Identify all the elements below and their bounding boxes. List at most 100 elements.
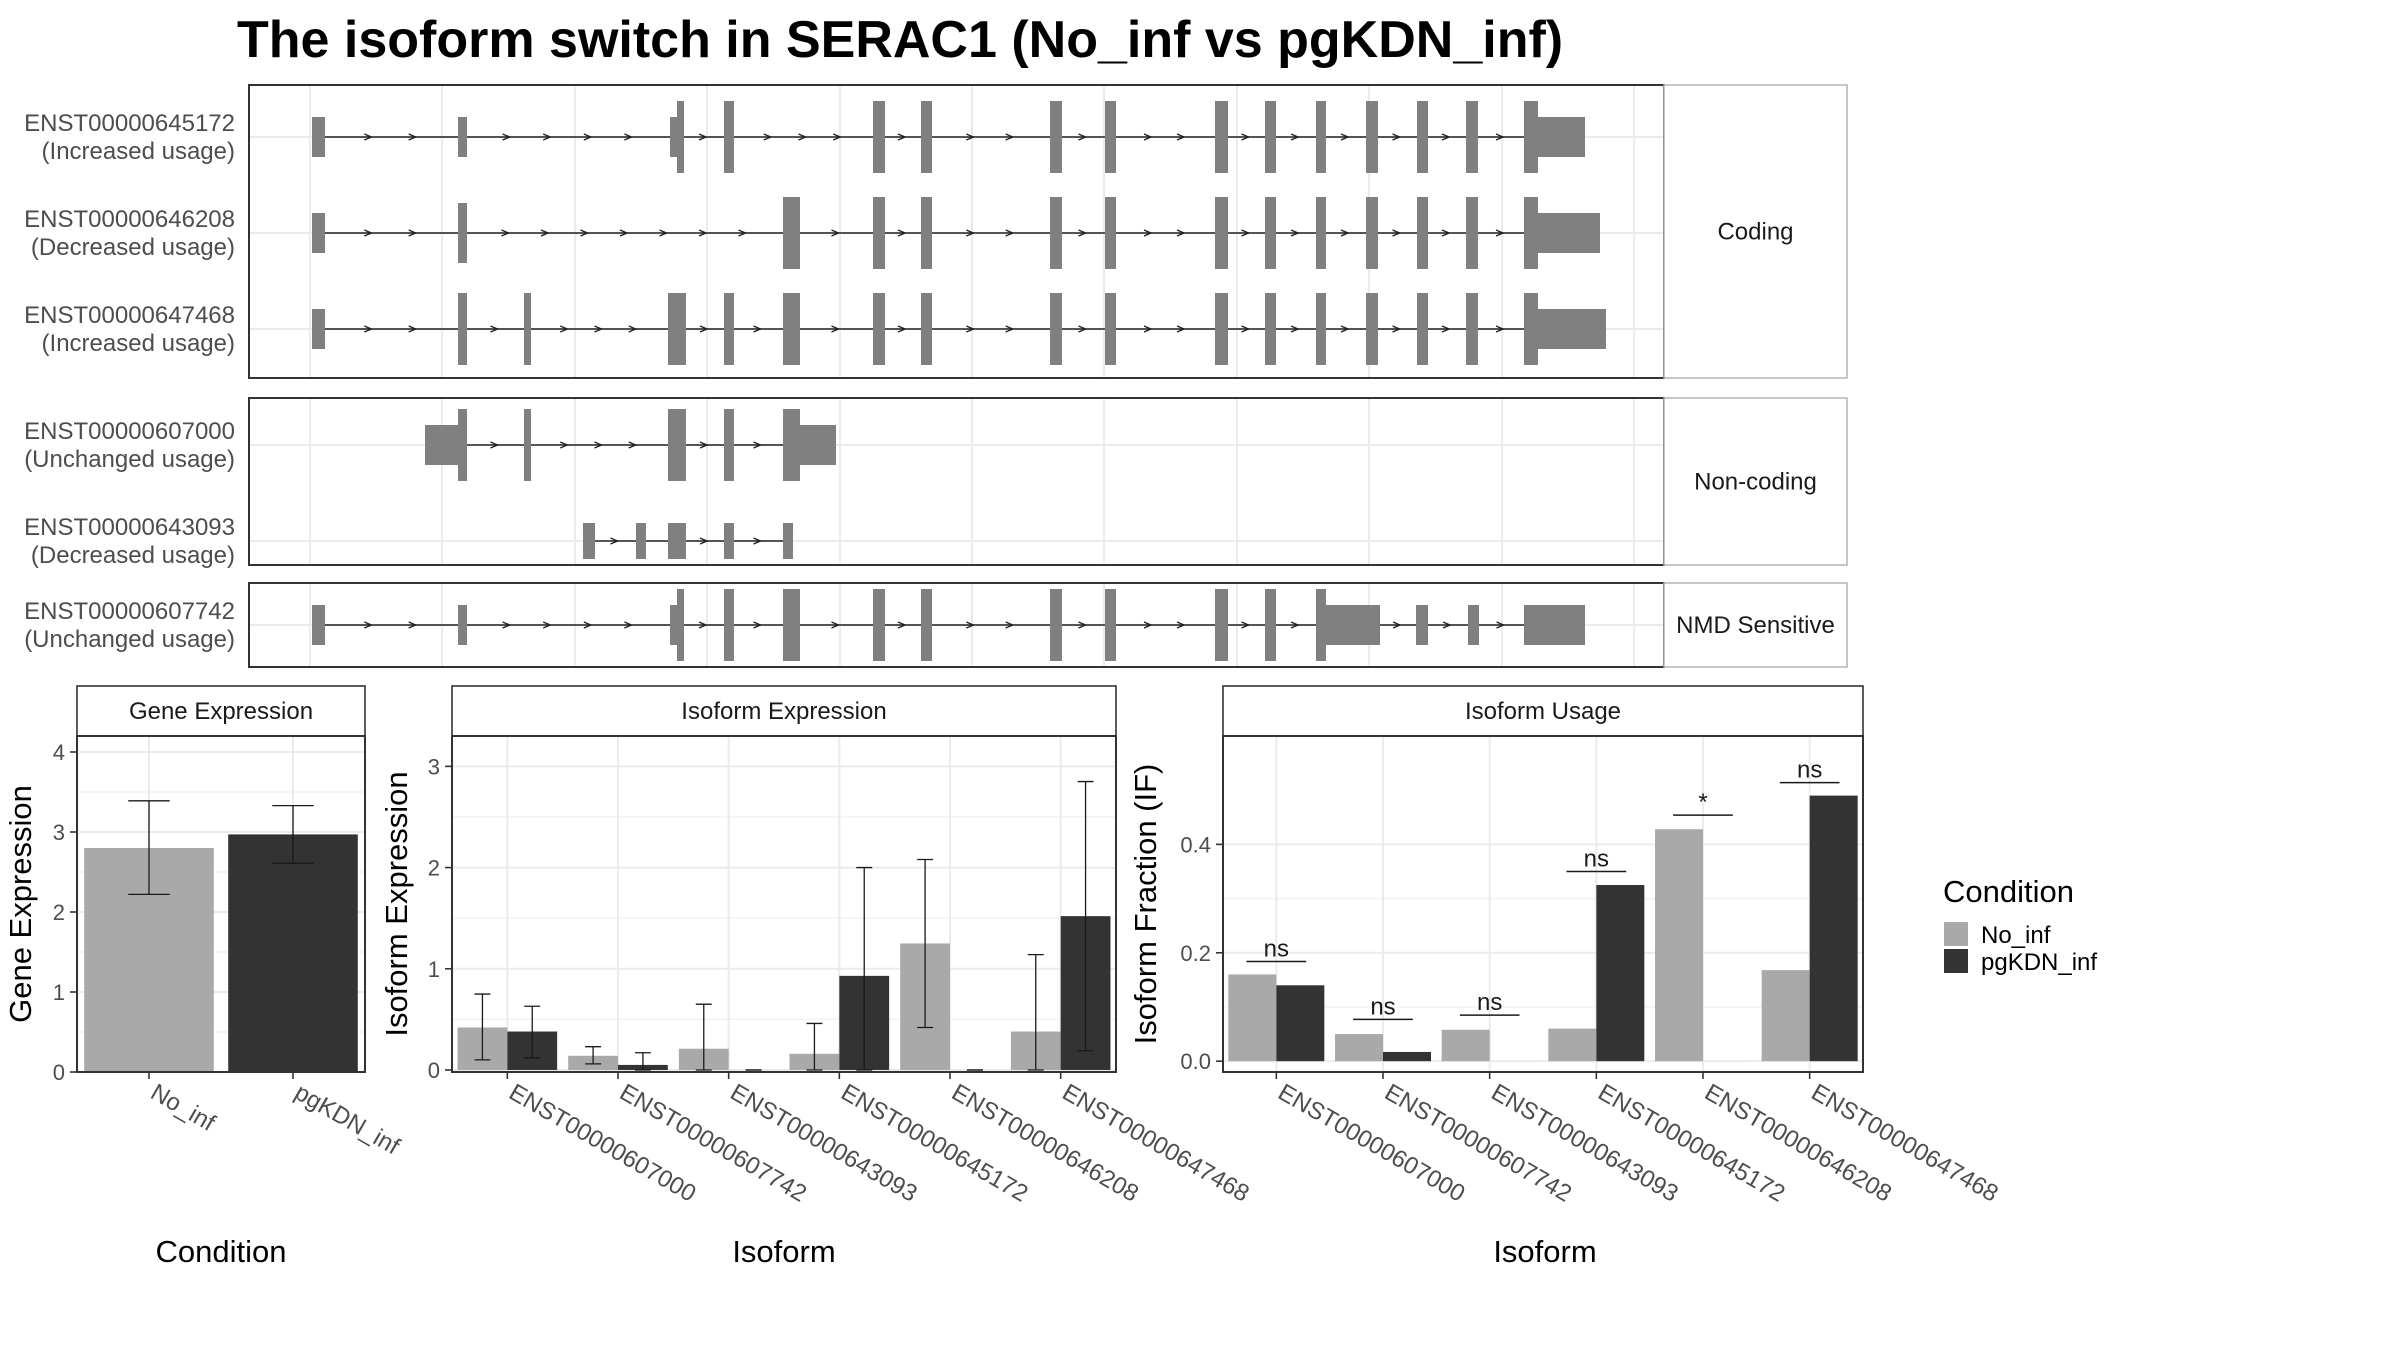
direction-arrow bbox=[1441, 229, 1451, 237]
exon-block bbox=[783, 523, 793, 559]
direction-arrow bbox=[1290, 133, 1300, 141]
structure-group-coding: ENST00000645172(Increased usage)ENST0000… bbox=[24, 84, 1848, 379]
exon-block bbox=[524, 293, 531, 365]
exon-block bbox=[921, 293, 932, 365]
direction-arrow bbox=[1176, 325, 1186, 333]
direction-arrow bbox=[1143, 621, 1153, 629]
exon-block bbox=[1366, 293, 1378, 365]
panel-strip-label: Isoform Expression bbox=[681, 698, 886, 725]
direction-arrow bbox=[364, 229, 374, 237]
y-axis-title: Isoform Expression bbox=[379, 771, 414, 1036]
isoform-usage-label: (Increased usage) bbox=[42, 330, 235, 357]
y-tick-label: 3 bbox=[53, 820, 65, 845]
exon-block bbox=[458, 409, 467, 481]
figure-title: The isoform switch in SERAC1 (No_inf vs … bbox=[237, 11, 1563, 69]
exon-block bbox=[783, 409, 800, 481]
panel-strip bbox=[1222, 685, 1864, 737]
direction-arrow bbox=[1441, 325, 1451, 333]
isoform-usage-label: (Increased usage) bbox=[42, 138, 235, 165]
exon-block bbox=[1466, 101, 1478, 173]
exon-block bbox=[1524, 101, 1538, 173]
data-bar bbox=[1655, 829, 1703, 1062]
data-bar bbox=[1809, 795, 1858, 1062]
direction-arrow bbox=[364, 325, 374, 333]
legend-swatch bbox=[1944, 922, 1968, 946]
direction-arrow bbox=[1495, 325, 1505, 333]
direction-arrow bbox=[753, 441, 763, 449]
gene-expression-panel: Gene Expression 0 1 2 3 4 No_inf pgKDN_inf Condi… bbox=[3, 685, 404, 1269]
x-axis-title: Isoform bbox=[732, 1234, 835, 1269]
exon-block bbox=[783, 589, 800, 661]
x-tick-label: ENST00000607000 bbox=[504, 1079, 700, 1208]
plot-panel-border bbox=[451, 735, 1117, 1073]
exon-block bbox=[1366, 101, 1378, 173]
direction-arrow bbox=[738, 229, 748, 237]
direction-arrow bbox=[1176, 229, 1186, 237]
direction-arrow bbox=[408, 621, 418, 629]
direction-arrow bbox=[502, 621, 512, 629]
exon-block bbox=[873, 101, 885, 173]
direction-arrow bbox=[798, 133, 808, 141]
exon-block bbox=[1105, 589, 1116, 661]
plot-panel-border bbox=[76, 735, 366, 1073]
exon-block bbox=[1215, 589, 1228, 661]
panel-strip-label: Gene Expression bbox=[129, 698, 313, 725]
direction-arrow bbox=[753, 325, 763, 333]
data-bar bbox=[1548, 1028, 1597, 1062]
data-bar bbox=[228, 834, 358, 1072]
isoform-usage-label: (Decreased usage) bbox=[31, 542, 235, 569]
panel-strip bbox=[76, 685, 366, 737]
direction-arrow bbox=[1340, 325, 1350, 333]
x-tick-label: No_inf bbox=[146, 1079, 220, 1137]
direction-arrow bbox=[699, 325, 709, 333]
exon-block bbox=[1265, 197, 1276, 269]
direction-arrow bbox=[1176, 133, 1186, 141]
x-tick-label: ENST00000643093 bbox=[726, 1079, 922, 1208]
significance-label: ns bbox=[1370, 993, 1395, 1020]
data-bar bbox=[1335, 1034, 1383, 1062]
direction-arrow bbox=[580, 229, 590, 237]
direction-arrow bbox=[490, 325, 500, 333]
direction-arrow bbox=[1290, 229, 1300, 237]
y-tick-label: 2 bbox=[53, 900, 65, 925]
exon-block bbox=[724, 293, 734, 365]
isoform-id-label: ENST00000607000 bbox=[24, 418, 235, 445]
direction-arrow bbox=[610, 537, 620, 545]
exon-block bbox=[724, 523, 734, 559]
exon-block bbox=[312, 309, 325, 349]
exon-block bbox=[677, 101, 684, 173]
exon-block bbox=[668, 523, 686, 559]
direction-arrow bbox=[1005, 621, 1015, 629]
panel-strip bbox=[451, 685, 1117, 737]
exon-block bbox=[668, 293, 686, 365]
y-tick-label: 0.0 bbox=[1180, 1049, 1211, 1074]
exon-block bbox=[636, 523, 646, 559]
exon-block bbox=[1366, 197, 1378, 269]
exon-block bbox=[1538, 117, 1585, 157]
direction-arrow bbox=[831, 621, 841, 629]
significance-label: ns bbox=[1264, 935, 1289, 962]
direction-arrow bbox=[832, 133, 843, 141]
direction-arrow bbox=[1241, 229, 1251, 237]
exon-block bbox=[1105, 101, 1116, 173]
direction-arrow bbox=[1340, 229, 1350, 237]
direction-arrow bbox=[1241, 325, 1251, 333]
x-tick-label: ENST00000646208 bbox=[947, 1079, 1143, 1208]
exon-block bbox=[458, 203, 467, 263]
exon-block bbox=[1417, 197, 1428, 269]
exon-block bbox=[1417, 293, 1428, 365]
direction-arrow bbox=[624, 621, 634, 629]
exon-block bbox=[1265, 293, 1276, 365]
exon-block bbox=[1050, 197, 1062, 269]
data-bar bbox=[1276, 985, 1325, 1062]
data-bar bbox=[1441, 1029, 1490, 1062]
isoform-usage-label: (Unchanged usage) bbox=[24, 446, 235, 473]
exon-block bbox=[1050, 101, 1062, 173]
data-bar bbox=[1383, 1051, 1431, 1062]
direction-arrow bbox=[698, 133, 708, 141]
exon-block bbox=[670, 605, 677, 645]
exon-block bbox=[1468, 605, 1479, 645]
